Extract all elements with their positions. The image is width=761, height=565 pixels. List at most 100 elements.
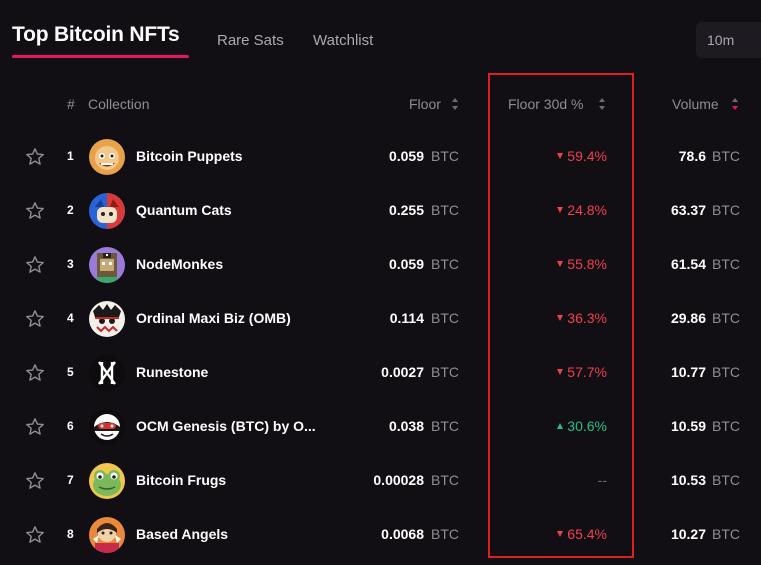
star-outline-icon[interactable] [25, 363, 45, 383]
volume-unit: BTC [712, 364, 740, 380]
volume-value: 63.37 [670, 202, 706, 218]
rank-number: 3 [67, 257, 74, 271]
floor-price: 0.00028 [373, 472, 424, 488]
floor-price: 0.255 [388, 202, 424, 218]
collection-avatar[interactable] [89, 409, 125, 445]
tab-bar: Top Bitcoin NFTs Rare Sats Watchlist 10m [0, 0, 761, 70]
collection-avatar[interactable] [89, 247, 125, 283]
table-row[interactable]: 7 Bitcoin Frugs 0.00028 BTC -- 10.53 BTC [0, 454, 761, 508]
triangle-up-icon [557, 423, 564, 429]
time-range-select[interactable]: 10m [696, 22, 761, 58]
floor-price: 0.059 [388, 148, 424, 164]
star-outline-icon[interactable] [25, 255, 45, 275]
rank-number: 6 [67, 419, 74, 433]
table-row[interactable]: 4 Ordinal Maxi Biz (OMB) 0.114 BTC 36.3%… [0, 292, 761, 346]
floor-price: 0.038 [388, 418, 424, 434]
rank-number: 8 [67, 527, 74, 541]
floor-30d-change-value: 57.7% [567, 364, 607, 380]
floor-30d-change: 36.3% [557, 310, 607, 326]
rank-number: 4 [67, 311, 74, 325]
rank-number: 7 [67, 473, 74, 487]
floor-30d-change: 65.4% [557, 526, 607, 542]
collection-name[interactable]: NodeMonkes [136, 256, 224, 272]
star-outline-icon[interactable] [25, 471, 45, 491]
rank-number: 5 [67, 365, 74, 379]
star-outline-icon[interactable] [25, 525, 45, 545]
floor-30d-change-value: 55.8% [567, 256, 607, 272]
column-header-rank: # [67, 96, 75, 112]
volume-unit: BTC [712, 310, 740, 326]
floor-30d-change-value: -- [597, 472, 607, 488]
triangle-down-icon [557, 369, 564, 375]
volume-value: 10.53 [670, 472, 706, 488]
triangle-down-icon [557, 153, 564, 159]
volume-value: 10.27 [670, 526, 706, 542]
floor-unit: BTC [431, 418, 459, 434]
tab-rare-sats[interactable]: Rare Sats [217, 32, 284, 49]
table-row[interactable]: 1 Bitcoin Puppets 0.059 BTC 59.4% 78.6 B… [0, 130, 761, 184]
table-row[interactable]: 8 Based Angels 0.0068 BTC 65.4% 10.27 BT… [0, 508, 761, 562]
triangle-down-icon [557, 261, 564, 267]
collection-name[interactable]: Bitcoin Puppets [136, 148, 243, 164]
collection-name[interactable]: Ordinal Maxi Biz (OMB) [136, 310, 291, 326]
tab-watchlist[interactable]: Watchlist [313, 32, 374, 49]
collection-name[interactable]: Based Angels [136, 526, 229, 542]
floor-unit: BTC [431, 310, 459, 326]
column-header-collection: Collection [88, 96, 150, 112]
volume-unit: BTC [712, 418, 740, 434]
floor-price: 0.0027 [381, 364, 424, 380]
floor-30d-change-value: 24.8% [567, 202, 607, 218]
rank-number: 1 [67, 149, 74, 163]
volume-unit: BTC [712, 526, 740, 542]
floor-unit: BTC [431, 364, 459, 380]
collection-avatar[interactable] [89, 463, 125, 499]
star-outline-icon[interactable] [25, 309, 45, 329]
collection-avatar[interactable] [89, 355, 125, 391]
collection-name[interactable]: OCM Genesis (BTC) by O... [136, 418, 316, 434]
collection-avatar[interactable] [89, 301, 125, 337]
floor-30d-change: -- [598, 472, 607, 488]
floor-30d-change: 30.6% [557, 418, 607, 434]
star-outline-icon[interactable] [25, 147, 45, 167]
star-outline-icon[interactable] [25, 201, 45, 221]
sort-arrows-icon[interactable] [451, 97, 459, 111]
floor-30d-change-value: 65.4% [567, 526, 607, 542]
volume-value: 29.86 [670, 310, 706, 326]
floor-30d-change: 55.8% [557, 256, 607, 272]
triangle-down-icon [557, 531, 564, 537]
star-outline-icon[interactable] [25, 417, 45, 437]
active-tab-underline [12, 55, 189, 58]
tab-top-bitcoin-nfts[interactable]: Top Bitcoin NFTs [12, 23, 180, 46]
floor-price: 0.0068 [381, 526, 424, 542]
table-row[interactable]: 3 NodeMonkes 0.059 BTC 55.8% 61.54 BTC [0, 238, 761, 292]
column-header-floor-30d[interactable]: Floor 30d % [508, 96, 584, 112]
floor-30d-change: 24.8% [557, 202, 607, 218]
triangle-down-icon [557, 315, 564, 321]
collection-name[interactable]: Quantum Cats [136, 202, 232, 218]
collection-avatar[interactable] [89, 139, 125, 175]
floor-price: 0.059 [388, 256, 424, 272]
volume-unit: BTC [712, 148, 740, 164]
volume-unit: BTC [712, 256, 740, 272]
floor-unit: BTC [431, 472, 459, 488]
collection-avatar[interactable] [89, 193, 125, 229]
collection-avatar[interactable] [89, 517, 125, 553]
triangle-down-icon [557, 207, 564, 213]
table-row[interactable]: 6 OCM Genesis (BTC) by O... 0.038 BTC 30… [0, 400, 761, 454]
table-row[interactable]: 5 Runestone 0.0027 BTC 57.7% 10.77 BTC [0, 346, 761, 400]
collection-name[interactable]: Runestone [136, 364, 209, 380]
volume-value: 10.77 [670, 364, 706, 380]
column-header-floor[interactable]: Floor [409, 96, 441, 112]
table-row[interactable]: 2 Quantum Cats 0.255 BTC 24.8% 63.37 BTC [0, 184, 761, 238]
floor-unit: BTC [431, 202, 459, 218]
volume-value: 10.59 [670, 418, 706, 434]
sort-arrows-icon[interactable] [598, 97, 606, 111]
floor-30d-change: 57.7% [557, 364, 607, 380]
sort-arrows-icon[interactable] [731, 97, 739, 111]
collection-name[interactable]: Bitcoin Frugs [136, 472, 227, 488]
column-header-volume[interactable]: Volume [672, 96, 719, 112]
volume-unit: BTC [712, 472, 740, 488]
floor-30d-change-value: 30.6% [567, 418, 607, 434]
floor-30d-change-value: 59.4% [567, 148, 607, 164]
volume-value: 61.54 [670, 256, 706, 272]
